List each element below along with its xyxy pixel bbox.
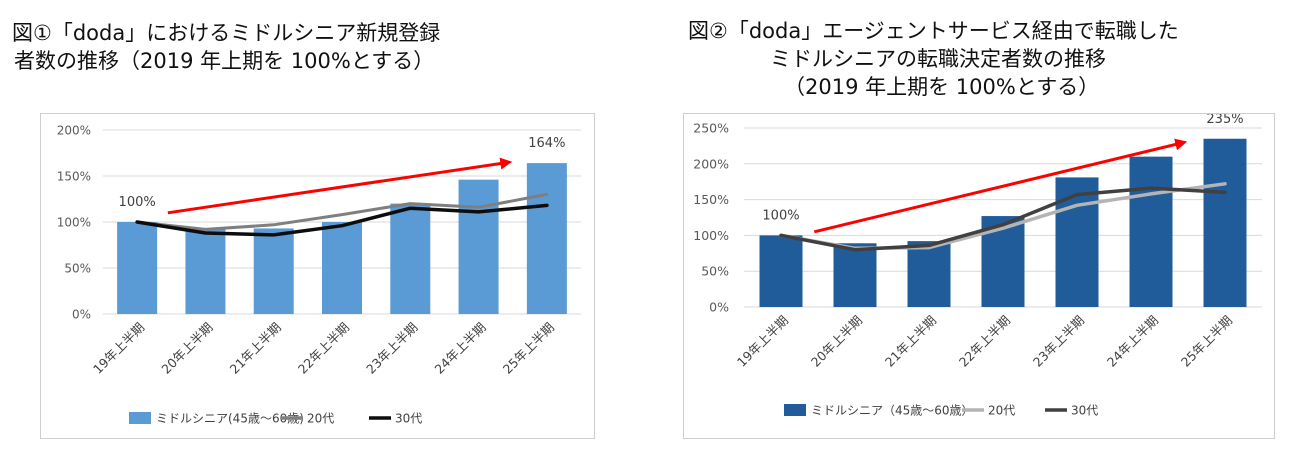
legend-label: 20代 bbox=[307, 412, 334, 426]
trend-arrow bbox=[813, 138, 1188, 234]
bar bbox=[833, 243, 877, 307]
y-tick-label: 100% bbox=[693, 228, 729, 243]
data-label-first: 100% bbox=[762, 208, 799, 223]
bar bbox=[526, 163, 567, 314]
x-tick-label: 19年上半期 bbox=[734, 313, 791, 370]
bar bbox=[759, 235, 803, 307]
chart-svg: 200% 150% 100% 50% 0% 100% 164% 19年上半期 20年上半期 21年… bbox=[57, 124, 581, 426]
chart-title-line-2: 者数の推移（2019 年上期を 100%とする） bbox=[14, 49, 435, 73]
chart-title-line-3: （2019 年上期を 100%とする） bbox=[784, 75, 1100, 99]
y-tick-label: 0% bbox=[72, 308, 91, 322]
bar bbox=[1129, 156, 1173, 307]
bar bbox=[185, 229, 226, 314]
x-tick-label: 23年上半期 bbox=[363, 320, 420, 377]
series-line-20s bbox=[135, 192, 549, 231]
series-line-30s bbox=[135, 203, 549, 237]
legend-swatch-bar bbox=[784, 404, 806, 416]
y-tick-label: 50% bbox=[701, 264, 729, 279]
x-tick-label: 19年上半期 bbox=[90, 320, 147, 377]
x-tick-label: 24年上半期 bbox=[1104, 313, 1161, 370]
y-tick-label: 100% bbox=[57, 216, 91, 230]
chart-svg: 250% 200% 150% 100% 50% 0% 100% 235% 19年上半期 20年上半… bbox=[693, 112, 1262, 418]
legend-label: 20代 bbox=[988, 404, 1015, 418]
y-tick-label: 50% bbox=[64, 262, 91, 276]
y-tick-label: 150% bbox=[693, 192, 729, 207]
bar bbox=[390, 203, 431, 314]
bar bbox=[117, 222, 158, 314]
y-tick-label: 200% bbox=[693, 156, 729, 171]
chart-title-line-1: 図①「doda」におけるミドルシニア新規登録 bbox=[12, 21, 441, 45]
y-tick-label: 200% bbox=[57, 124, 91, 138]
x-tick-label: 24年上半期 bbox=[431, 320, 488, 377]
x-tick-label: 22年上半期 bbox=[295, 320, 352, 377]
x-tick-label: 21年上半期 bbox=[882, 313, 939, 370]
data-label-last: 164% bbox=[528, 136, 565, 151]
x-tick-label: 25年上半期 bbox=[1178, 313, 1235, 370]
x-tick-label: 20年上半期 bbox=[158, 320, 215, 377]
bar bbox=[322, 222, 362, 314]
bar bbox=[253, 228, 294, 314]
x-tick-label: 22年上半期 bbox=[956, 313, 1013, 370]
data-label-first: 100% bbox=[119, 195, 156, 210]
figure-right: 図②「doda」エージェントサービス経由で転職した ミドルシニアの転職決定者数の… bbox=[660, 0, 1300, 449]
figure-left: 図①「doda」におけるミドルシニア新規登録 者数の推移（2019 年上期を 1… bbox=[0, 0, 640, 449]
chart-title-line-2: ミドルシニアの転職決定者数の推移 bbox=[770, 47, 1106, 71]
legend-label: 30代 bbox=[1071, 404, 1098, 418]
x-tick-label: 20年上半期 bbox=[808, 313, 865, 370]
legend-label: ミドルシニア（45歳～60歳） bbox=[811, 404, 974, 418]
y-tick-label: 250% bbox=[693, 121, 729, 136]
chart-frame: 200% 150% 100% 50% 0% 100% 164% 19年上半期 20年上半期 21年… bbox=[40, 113, 595, 439]
y-tick-label: 150% bbox=[57, 170, 91, 184]
chart-frame: 250% 200% 150% 100% 50% 0% 100% 235% 19年上半期 20年上半… bbox=[683, 112, 1275, 439]
trend-arrow bbox=[167, 157, 513, 215]
x-tick-label: 21年上半期 bbox=[227, 320, 284, 377]
chart-title-line-1: 図②「doda」エージェントサービス経由で転職した bbox=[688, 19, 1179, 43]
data-label-last: 235% bbox=[1206, 114, 1243, 127]
legend-label: 30代 bbox=[395, 412, 422, 426]
legend-label: ミドルシニア(45歳～60歳) bbox=[156, 412, 304, 426]
series-line-30s bbox=[779, 186, 1227, 252]
y-tick-label: 0% bbox=[709, 300, 729, 315]
x-tick-label: 25年上半期 bbox=[500, 320, 557, 377]
bar bbox=[907, 241, 951, 307]
x-tick-label: 23年上半期 bbox=[1030, 313, 1087, 370]
bar bbox=[1203, 138, 1247, 307]
bar bbox=[458, 179, 499, 314]
legend-swatch-bar bbox=[129, 412, 151, 424]
bar bbox=[1055, 177, 1099, 307]
